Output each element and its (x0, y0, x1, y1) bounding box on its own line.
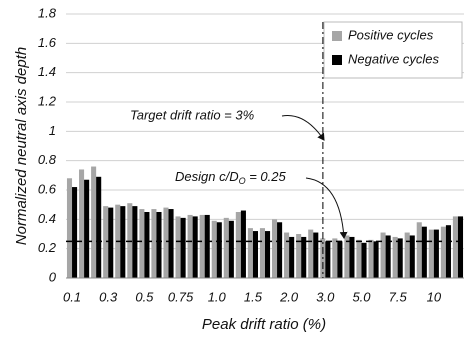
bar (228, 220, 234, 278)
bar (296, 234, 302, 278)
bar (252, 231, 259, 278)
bar (151, 209, 157, 278)
legend-swatch (332, 31, 342, 41)
target-annotation: Target drift ratio = 3% (130, 107, 254, 122)
x-tick-label: 0.5 (135, 289, 154, 304)
bar (368, 239, 374, 278)
bar (421, 226, 427, 278)
bar (120, 206, 126, 278)
design-annotation: Design c/DO = 0.25 (175, 169, 286, 186)
x-tick-label: 2.0 (279, 289, 299, 304)
x-tick-label: 0.1 (63, 289, 81, 304)
design-arrow (305, 177, 348, 239)
y-tick-label: 1.4 (38, 64, 56, 79)
bar (211, 220, 217, 278)
bar (132, 206, 138, 278)
bar (235, 212, 241, 278)
bar (380, 232, 386, 278)
bar (344, 235, 350, 278)
bar (361, 242, 367, 278)
x-tick-label: 5.0 (352, 289, 371, 304)
bar (373, 241, 379, 278)
bar (168, 209, 174, 278)
bar (66, 178, 73, 278)
bar (199, 214, 205, 278)
bar (404, 232, 410, 278)
bar (349, 236, 355, 278)
design-subscript: O (239, 176, 246, 186)
bar (457, 216, 464, 278)
y-tick-label: 0.4 (38, 211, 56, 226)
bar (84, 179, 90, 278)
x-tick-label: 0.3 (99, 289, 118, 304)
y-tick-label: 1.8 (38, 5, 57, 20)
x-tick-label: 0.75 (168, 289, 194, 304)
bar (163, 207, 169, 278)
x-tick-label: 1.0 (208, 289, 227, 304)
bar (72, 187, 78, 278)
bar (392, 236, 398, 278)
x-tick-label: 7.5 (389, 289, 408, 304)
bar (265, 231, 271, 278)
legend-box (323, 21, 463, 79)
x-tick-label: 3.0 (316, 289, 335, 304)
target-arrow (281, 115, 325, 141)
bar (433, 229, 439, 278)
bar (96, 176, 102, 278)
y-tick-label: 1.6 (38, 35, 57, 50)
bar (192, 216, 198, 278)
bar (156, 212, 162, 278)
bar (301, 236, 307, 278)
legend-swatch (332, 55, 342, 65)
bar (337, 241, 343, 278)
y-tick-label: 1 (49, 123, 56, 138)
bar (445, 225, 451, 278)
y-axis-title: Normalized neutral axis depth (13, 47, 30, 245)
bar (259, 228, 265, 278)
bar (325, 241, 331, 278)
bar (313, 232, 319, 278)
legend-label: Negative cycles (348, 51, 440, 66)
y-tick-label: 0 (49, 269, 57, 284)
y-tick-label: 1.2 (38, 93, 57, 108)
bar (277, 222, 283, 278)
bar (204, 214, 210, 278)
bar (440, 226, 446, 278)
bar (332, 238, 338, 278)
bar (416, 222, 422, 278)
design-text-2: = 0.25 (246, 169, 287, 184)
bar (216, 222, 222, 278)
x-tick-label: 1.5 (244, 289, 263, 304)
bar (223, 217, 229, 278)
bar (385, 235, 391, 278)
bar (428, 229, 434, 278)
x-tick-label: 10 (427, 289, 442, 304)
bar (271, 219, 278, 278)
bar (139, 209, 145, 278)
y-tick-label: 0.8 (38, 152, 57, 167)
bar (79, 169, 85, 278)
bar (452, 216, 458, 278)
bar (187, 214, 193, 278)
bar (247, 228, 253, 278)
bar (356, 239, 362, 278)
y-tick-label: 0.6 (38, 181, 57, 196)
x-axis-title: Peak drift ratio (%) (202, 316, 326, 333)
bar (409, 235, 415, 278)
y-tick-label: 0.2 (38, 240, 57, 255)
bar (91, 166, 97, 278)
bar (289, 236, 295, 278)
design-text: Design c/D (175, 169, 239, 184)
bar (308, 229, 314, 278)
bar (144, 212, 150, 278)
bar (103, 206, 109, 278)
bar (180, 217, 186, 278)
bar (240, 210, 246, 278)
legend-label: Positive cycles (348, 27, 434, 42)
bar (284, 232, 290, 278)
bar (397, 238, 403, 278)
bar (175, 216, 181, 278)
bar (108, 207, 114, 278)
